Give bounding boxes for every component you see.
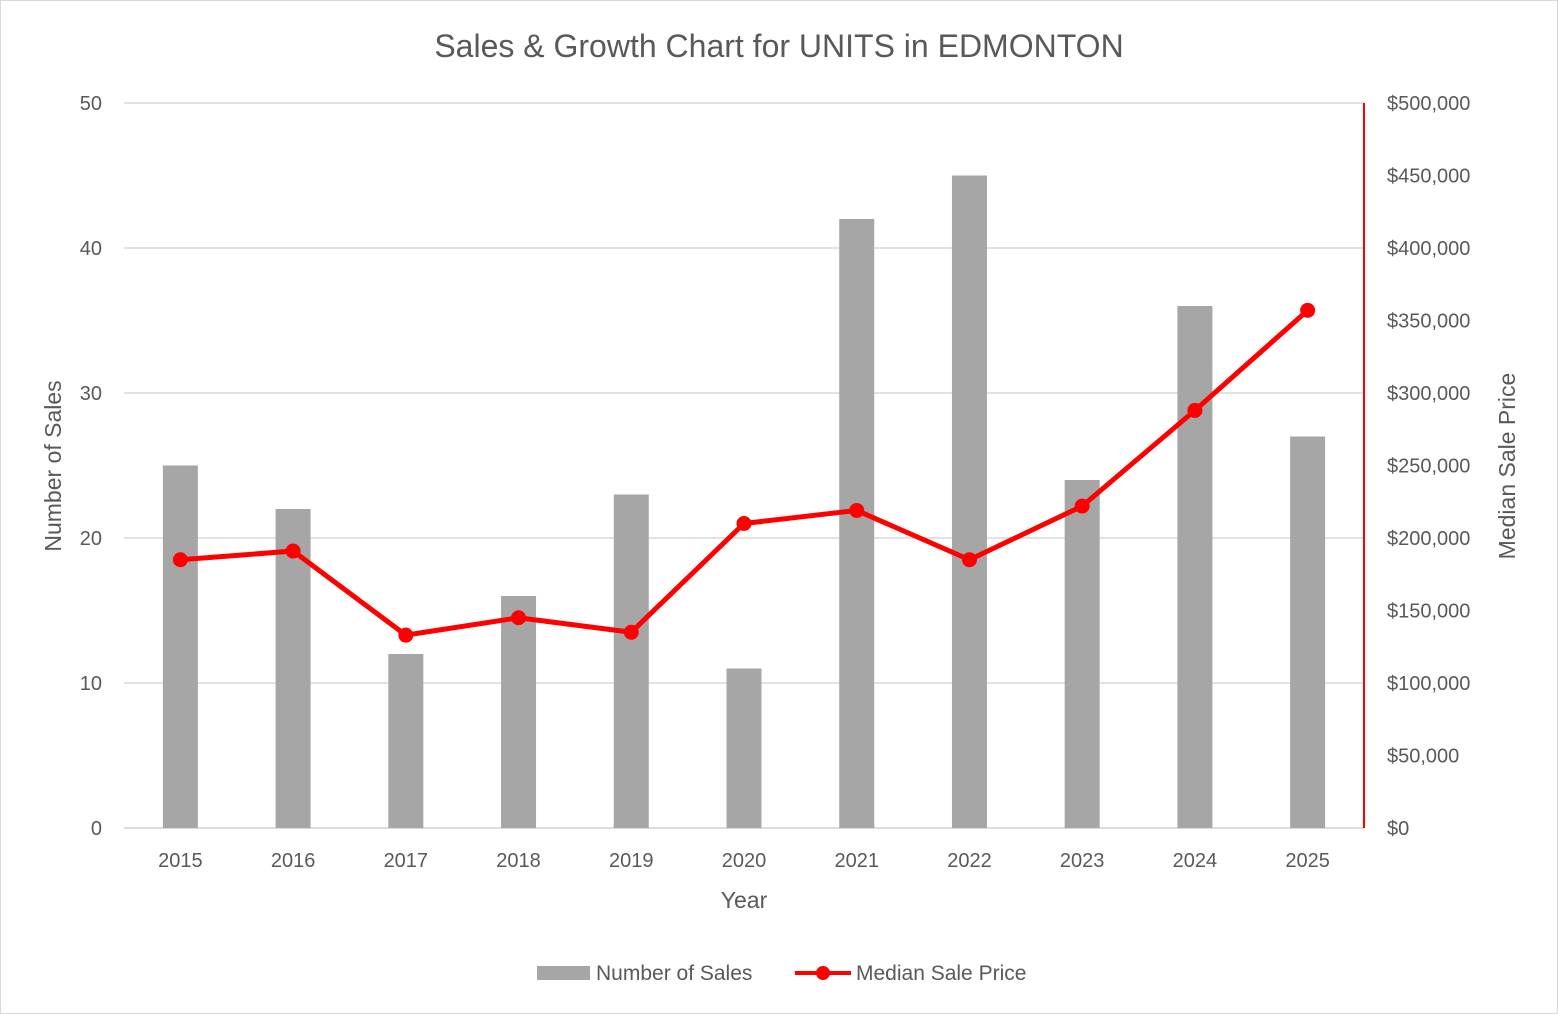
price-point <box>511 610 527 626</box>
bar <box>1064 480 1100 828</box>
price-point <box>285 543 301 559</box>
tick-labels: 0 10 20 30 40 50 $0 $50,000 $100,000 $150,000 $200… <box>80 93 1471 872</box>
legend-label-price: Median Sale Price <box>856 962 1026 985</box>
y2-axis-label: Median Sale Price <box>1494 373 1520 560</box>
y-tick-label: 0 <box>91 818 102 840</box>
x-tick-label: 2022 <box>947 850 992 872</box>
price-point <box>1187 402 1203 418</box>
price-point <box>1300 302 1316 318</box>
y2-tick-label: $350,000 <box>1387 311 1470 333</box>
y2-tick-label: $250,000 <box>1387 456 1470 478</box>
chart-title: Sales & Growth Chart for UNITS in EDMONT… <box>434 28 1123 64</box>
gridlines <box>124 102 1365 829</box>
bar <box>1290 436 1326 828</box>
y-axis-label: Number of Sales <box>40 380 66 551</box>
price-point <box>172 552 188 568</box>
bar <box>613 494 649 828</box>
bar <box>951 175 987 828</box>
y2-tick-label: $500,000 <box>1387 93 1470 115</box>
y2-tick-label: $200,000 <box>1387 528 1470 550</box>
x-tick-label: 2023 <box>1060 850 1105 872</box>
price-point <box>961 552 977 568</box>
price-point <box>736 516 752 531</box>
legend-swatch-sales <box>537 966 590 980</box>
x-tick-label: 2015 <box>158 850 203 872</box>
y-tick-label: 30 <box>80 383 102 405</box>
x-tick-label: 2017 <box>384 850 429 872</box>
legend-swatch-price-marker <box>816 966 830 980</box>
legend: Number of Sales Median Sale Price <box>537 962 1026 985</box>
y2-tick-label: $100,000 <box>1387 673 1470 695</box>
bar <box>839 219 875 828</box>
x-tick-label: 2021 <box>834 850 879 872</box>
bar-series <box>162 175 1326 828</box>
y2-tick-label: $0 <box>1387 818 1409 840</box>
y2-tick-label: $150,000 <box>1387 601 1470 623</box>
bar <box>726 668 762 828</box>
price-point <box>849 502 865 518</box>
y-tick-label: 20 <box>80 528 102 550</box>
y-tick-label: 50 <box>80 93 102 115</box>
x-tick-label: 2018 <box>496 850 541 872</box>
line-series <box>172 302 1316 643</box>
bar <box>1177 306 1213 828</box>
price-line <box>177 307 1311 638</box>
y2-tick-label: $300,000 <box>1387 383 1470 405</box>
bar <box>162 465 198 828</box>
x-axis-label: Year <box>721 887 768 913</box>
legend-label-sales: Number of Sales <box>596 962 752 985</box>
x-tick-label: 2024 <box>1173 850 1218 872</box>
price-point <box>1074 498 1090 514</box>
x-tick-label: 2016 <box>271 850 316 872</box>
price-point <box>623 624 639 640</box>
y2-tick-label: $450,000 <box>1387 166 1470 188</box>
bar <box>388 654 424 828</box>
bar <box>501 596 537 828</box>
y-tick-label: 10 <box>80 673 102 695</box>
y-tick-label: 40 <box>80 238 102 260</box>
price-point <box>398 627 414 643</box>
x-tick-label: 2025 <box>1285 850 1330 872</box>
y2-tick-label: $50,000 <box>1387 746 1459 768</box>
x-tick-label: 2020 <box>722 850 767 872</box>
x-tick-label: 2019 <box>609 850 654 872</box>
y2-tick-label: $400,000 <box>1387 238 1470 260</box>
